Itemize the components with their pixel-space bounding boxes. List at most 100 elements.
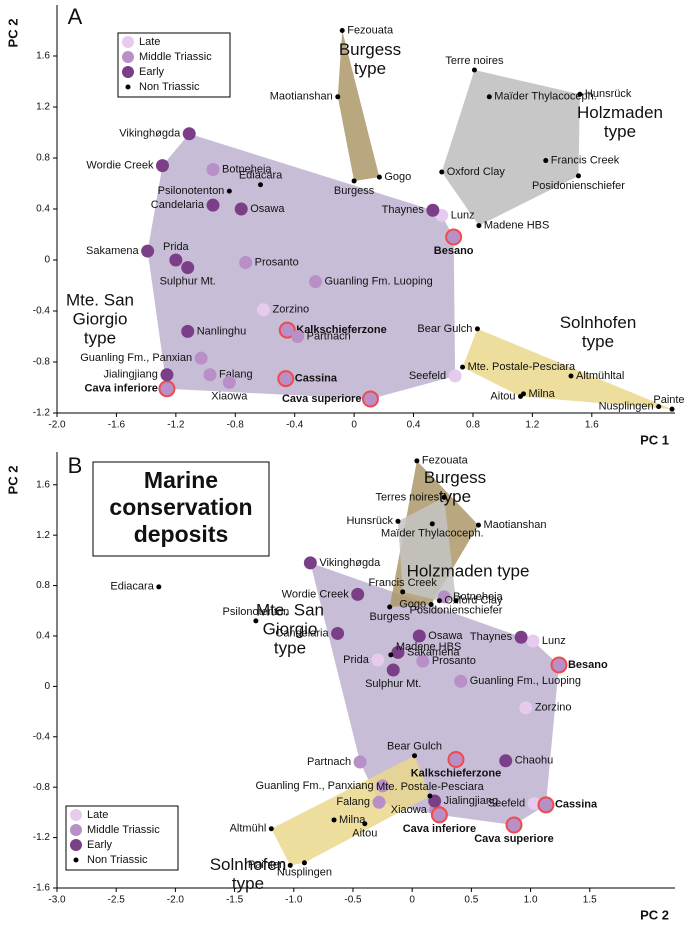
point-label: Prida — [163, 241, 190, 253]
point-label: Maïder Thylacoceph. — [494, 91, 597, 103]
data-point — [416, 654, 430, 668]
data-point — [303, 556, 317, 570]
x-tick-label: -2.0 — [167, 895, 185, 906]
y-tick-label: 1.2 — [36, 530, 50, 541]
point-label: Hunsrück — [585, 88, 632, 100]
point-label: Zorzino — [272, 304, 309, 316]
group-label: type — [439, 487, 471, 506]
point-label: Milna — [528, 388, 555, 400]
data-point — [412, 753, 418, 759]
x-tick-label: -0.4 — [286, 420, 304, 431]
point-label: Xiaowa — [391, 804, 428, 816]
point-label: Terre noires — [445, 55, 504, 67]
data-point — [372, 795, 386, 809]
data-point — [239, 256, 253, 270]
data-point — [371, 653, 385, 667]
group-label: Mte. San — [256, 600, 324, 619]
data-point — [182, 127, 196, 141]
legend-marker — [70, 809, 82, 821]
point-label: Thaynes — [382, 204, 425, 216]
point-label: Prosanto — [255, 256, 299, 268]
point-label: Guanling Fm., Panxian — [80, 352, 192, 364]
point-label: Besano — [568, 659, 608, 671]
legend-marker — [122, 36, 134, 48]
point-label: Cava superiore — [474, 833, 553, 845]
point-label: Terres noires — [376, 491, 440, 503]
x-tick-label: -1.6 — [108, 420, 126, 431]
data-point — [499, 754, 513, 768]
point-label: Milna — [339, 814, 366, 826]
point-label: Lunz — [542, 635, 566, 647]
legend-marker — [73, 857, 79, 863]
y-axis-label: PC 2 — [5, 466, 20, 495]
data-point — [155, 159, 169, 173]
data-point — [447, 750, 465, 768]
point-label: Lunz — [451, 209, 475, 221]
point-label: Jialingjiang — [103, 369, 157, 381]
data-point — [429, 521, 435, 527]
y-tick-label: 0.4 — [36, 631, 50, 642]
data-point — [445, 228, 463, 246]
data-point — [331, 626, 345, 640]
data-point — [206, 162, 220, 176]
point-label: Wordie Creek — [86, 160, 154, 172]
point-label: Altmühl — [230, 823, 267, 835]
data-point — [141, 244, 155, 258]
data-point — [543, 158, 549, 164]
group-label: type — [582, 332, 614, 351]
group-hull — [271, 755, 430, 866]
y-tick-label: -0.8 — [33, 357, 51, 368]
legend-label: Late — [87, 809, 108, 821]
chart-title: Marine — [144, 467, 218, 493]
point-label: Chaohu — [515, 755, 554, 767]
x-tick-label: -1.0 — [285, 895, 303, 906]
data-point — [505, 816, 523, 834]
data-point — [518, 393, 523, 399]
point-label: Maotianshan — [483, 519, 546, 531]
point-label: Nanlinghu — [197, 325, 247, 337]
point-label: Mte. Postale-Pesciara — [468, 361, 576, 373]
y-tick-label: -0.4 — [33, 306, 51, 317]
data-point — [387, 604, 393, 610]
legend-label: Non Triassic — [87, 854, 148, 866]
point-label: Thaynes — [470, 631, 513, 643]
data-point — [550, 656, 568, 674]
group-hull — [337, 30, 380, 181]
x-tick-label: 0 — [351, 420, 357, 431]
data-point — [453, 598, 459, 604]
data-point — [268, 826, 274, 832]
data-point — [391, 645, 405, 659]
y-tick-label: -0.8 — [33, 782, 51, 793]
point-label: Vikinghøgda — [119, 128, 181, 140]
x-tick-label: -0.8 — [227, 420, 245, 431]
point-label: Ediacara — [239, 170, 283, 182]
point-label: Francis Creek — [368, 577, 437, 589]
data-point — [514, 630, 528, 644]
data-point — [181, 261, 195, 275]
x-tick-label: -3.0 — [48, 895, 66, 906]
data-point — [441, 494, 447, 500]
point-label: Posidonienschiefer — [532, 180, 625, 192]
data-point — [395, 518, 401, 524]
point-label: Sulphur Mt. — [160, 276, 216, 288]
data-point — [353, 755, 367, 769]
data-point — [460, 364, 466, 370]
point-label: Xiaowa — [211, 390, 248, 402]
data-point — [486, 94, 492, 100]
point-label: Seefeld — [488, 797, 525, 809]
legend-label: Early — [139, 66, 165, 78]
x-tick-label: -1.2 — [167, 420, 185, 431]
data-point — [575, 173, 581, 179]
data-point — [436, 598, 442, 604]
data-point — [474, 326, 480, 332]
point-label: Hunsrück — [346, 515, 393, 527]
point-label: Cassina — [555, 799, 598, 811]
point-label: Gogo — [384, 171, 411, 183]
data-point — [253, 618, 259, 624]
legend-label: Middle Triassic — [87, 824, 160, 836]
point-label: Guanling Fm. Luoping — [324, 276, 432, 288]
point-label: Aitou — [352, 828, 377, 840]
point-label: Ediacara — [110, 581, 154, 593]
group-hull — [310, 562, 559, 825]
legend-marker — [70, 824, 82, 836]
